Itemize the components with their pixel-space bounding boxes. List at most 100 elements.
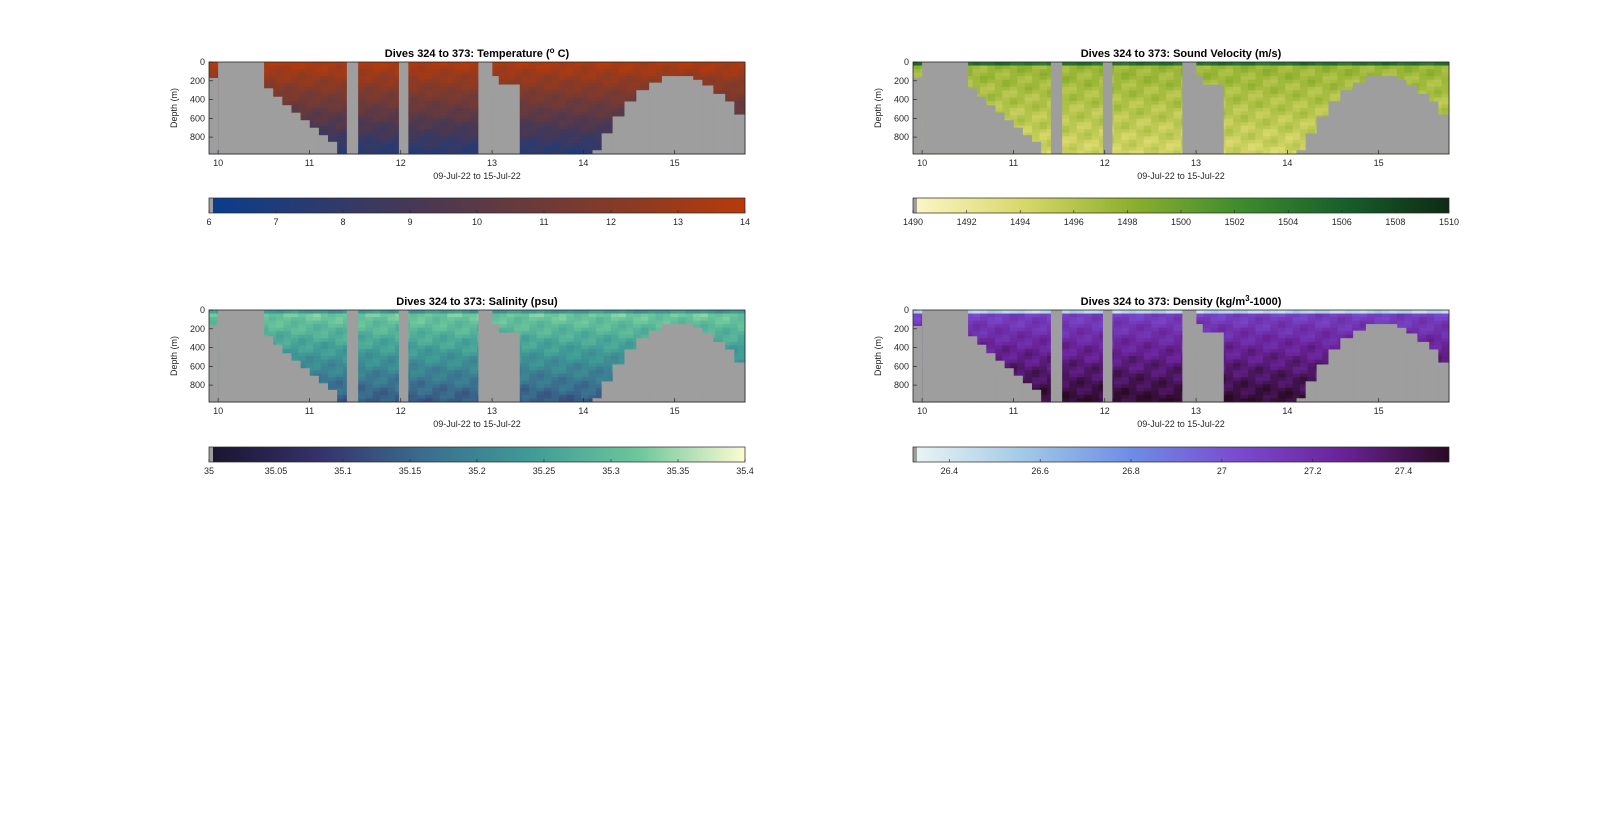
heat-cell [276,341,284,346]
heat-cell [276,331,284,336]
heat-cell [536,76,545,81]
heat-cell [1032,115,1040,120]
heat-cell [573,93,582,98]
heat-cell [551,118,560,123]
heat-cell [462,394,470,399]
heat-cell [1277,118,1286,123]
heat-cell [596,97,604,102]
heat-cell [283,69,292,74]
heat-cell [1248,125,1256,130]
heat-cell [1121,86,1130,91]
heat-cell [380,310,389,314]
heat-cell [298,69,307,74]
heat-cell [439,387,448,392]
heat-cell [447,324,456,329]
heat-cell [529,104,537,109]
heat-cell [1069,100,1078,105]
heat-cell [1277,108,1286,112]
heat-cell [328,331,336,336]
heat-cell [1277,125,1286,130]
heat-cell [380,115,389,120]
heat-cell [313,93,322,98]
heat-cell [328,72,336,77]
heat-cell [1173,97,1182,102]
heat-cell [432,356,441,360]
heat-cell [432,313,441,318]
heat-cell [1255,125,1264,130]
heat-cell [372,100,381,105]
heat-cell [1277,72,1286,77]
heat-cell [283,327,292,332]
heat-cell [335,69,344,74]
heat-cell [1441,108,1450,112]
heat-cell [313,108,322,112]
heat-cell [1158,150,1167,155]
heat-cell [417,398,426,403]
heat-cell [1248,76,1256,81]
heat-cell [335,352,344,357]
heat-cell [328,100,336,105]
heat-cell [1285,111,1294,116]
heat-cell [1114,69,1122,74]
heat-cell [462,398,470,403]
heat-cell [965,79,973,84]
heat-cell [1419,76,1428,81]
heat-cell [521,69,530,74]
heat-cell [372,146,381,151]
no-data-mask [592,150,602,154]
heat-cell [987,83,996,88]
heat-cell [514,313,523,318]
heat-cell [1300,90,1308,95]
heat-cell [1166,122,1174,127]
heat-cell [432,146,441,151]
heat-cell [558,90,567,95]
heat-cell [491,62,500,66]
colorbar [917,198,1449,213]
heat-cell [320,310,329,314]
heat-cell [521,150,530,155]
heat-cell [625,62,634,66]
heat-cell [439,324,448,329]
heat-cell [1084,118,1093,123]
heat-cell [1322,100,1331,105]
heat-cell [328,348,336,353]
heat-cell [611,83,619,88]
heat-cell [1084,86,1093,91]
heat-cell [410,338,418,343]
heat-cell [1270,104,1279,109]
heat-cell [521,136,530,141]
heat-cell [335,86,344,91]
heat-cell [462,139,470,144]
heat-cell [648,65,657,70]
heat-cell [454,83,463,88]
heat-cell [357,104,366,109]
heat-cell [372,387,381,392]
heat-cell [1225,86,1234,91]
heat-cell [521,90,530,95]
heat-cell [581,132,590,137]
heat-cell [372,320,381,325]
heat-cell [1270,118,1279,123]
heat-cell [603,65,612,70]
heat-cell [588,132,597,137]
heat-cell [558,118,567,123]
heat-cell [1084,111,1093,116]
heat-cell [1061,93,1070,98]
heat-cell [417,125,426,130]
heat-cell [1166,83,1174,88]
heat-cell [588,65,597,70]
heat-cell [365,83,374,88]
x-tick-label: 14 [1282,158,1292,168]
heat-cell [1382,72,1390,77]
heat-cell [618,100,627,105]
heat-cell [1315,79,1323,84]
heat-cell [1248,118,1256,123]
heat-cell [335,118,344,123]
heat-cell [611,93,619,98]
heat-cell [320,341,329,346]
heat-cell [335,313,344,318]
heat-cell [424,331,433,336]
heat-cell [1277,150,1286,155]
heat-cell [544,79,552,84]
